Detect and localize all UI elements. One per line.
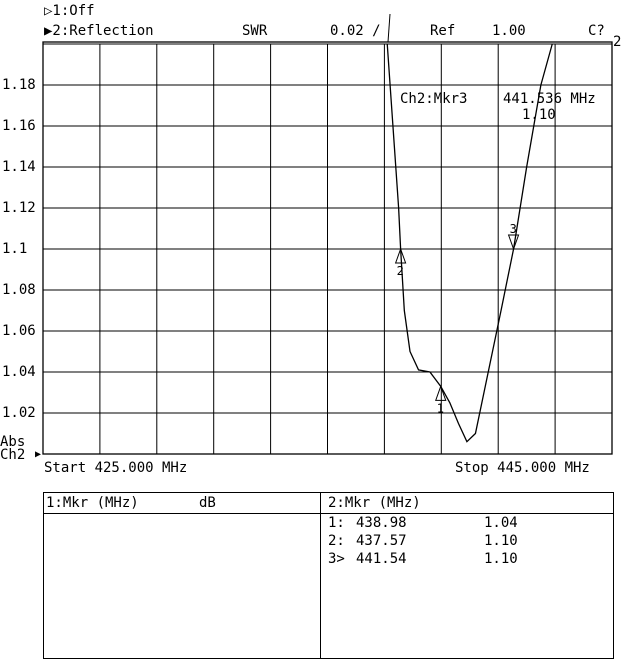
marker-row-freq: 441.54	[356, 551, 407, 567]
marker-1-label: 1	[437, 401, 444, 415]
marker-readout-label: Ch2:Mkr3	[400, 91, 468, 107]
format-label: SWR	[242, 23, 268, 39]
marker-row-val: 1.10	[484, 533, 518, 549]
trace-offscale	[387, 13, 391, 43]
marker-readout-value: 1.10	[522, 107, 556, 123]
marker-2-label: 2	[397, 264, 404, 278]
marker-row-id: 3>	[328, 551, 345, 567]
marker-row-val: 1.10	[484, 551, 518, 567]
marker-row-id: 1:	[328, 515, 345, 531]
marker-row-val: 1.04	[484, 515, 518, 531]
abs-label: Abs	[0, 434, 26, 450]
y-tick-label: 1.08	[2, 282, 36, 298]
y-tick-label: 1.12	[2, 200, 36, 216]
marker-2-icon	[394, 247, 407, 264]
start-frequency[interactable]: Start 425.000 MHz	[44, 460, 188, 476]
ref-value: 1.00	[492, 23, 526, 39]
marker-1-icon	[435, 384, 447, 401]
ch1-unit: dB	[199, 495, 216, 511]
marker-row-freq: 438.98	[356, 515, 407, 531]
ref-pointer-icon: ▶	[35, 449, 42, 460]
stop-frequency[interactable]: Stop 445.000 MHz	[455, 460, 590, 476]
channel-label: Ch2	[0, 447, 26, 463]
marker-row-freq: 437.57	[356, 533, 407, 549]
channel2-status[interactable]: ▶2:Reflection	[44, 23, 154, 39]
ch1-marker-header: 1:Mkr (MHz)	[46, 495, 139, 511]
plot-area: 1 2 3	[42, 13, 613, 455]
marker-readout-freq: 441.536 MHz	[503, 91, 596, 107]
y-tick-label: 1.06	[2, 323, 36, 339]
marker-3-label: 3	[510, 222, 517, 236]
marker-3-icon	[507, 234, 520, 251]
cal-sub: 2	[613, 34, 622, 50]
y-tick-label: 1.14	[2, 159, 36, 175]
y-tick-label: 1.1	[2, 241, 28, 257]
y-tick-label: 1.18	[2, 77, 36, 93]
trace-line	[386, 43, 553, 443]
y-tick-label: 1.16	[2, 118, 36, 134]
y-tick-label: 1.02	[2, 405, 36, 421]
marker-row-id: 2:	[328, 533, 345, 549]
channel1-status[interactable]: ▷1:Off	[44, 3, 95, 19]
ref-label: Ref	[430, 23, 456, 39]
scale-label: 0.02 /	[330, 23, 381, 39]
y-tick-label: 1.04	[2, 364, 36, 380]
cal-status: C?	[588, 23, 605, 39]
ch2-marker-header: 2:Mkr (MHz)	[328, 495, 421, 511]
marker-table: 1:Mkr (MHz) dB 2:Mkr (MHz) 1: 438.98 1.04 2…	[43, 492, 614, 659]
